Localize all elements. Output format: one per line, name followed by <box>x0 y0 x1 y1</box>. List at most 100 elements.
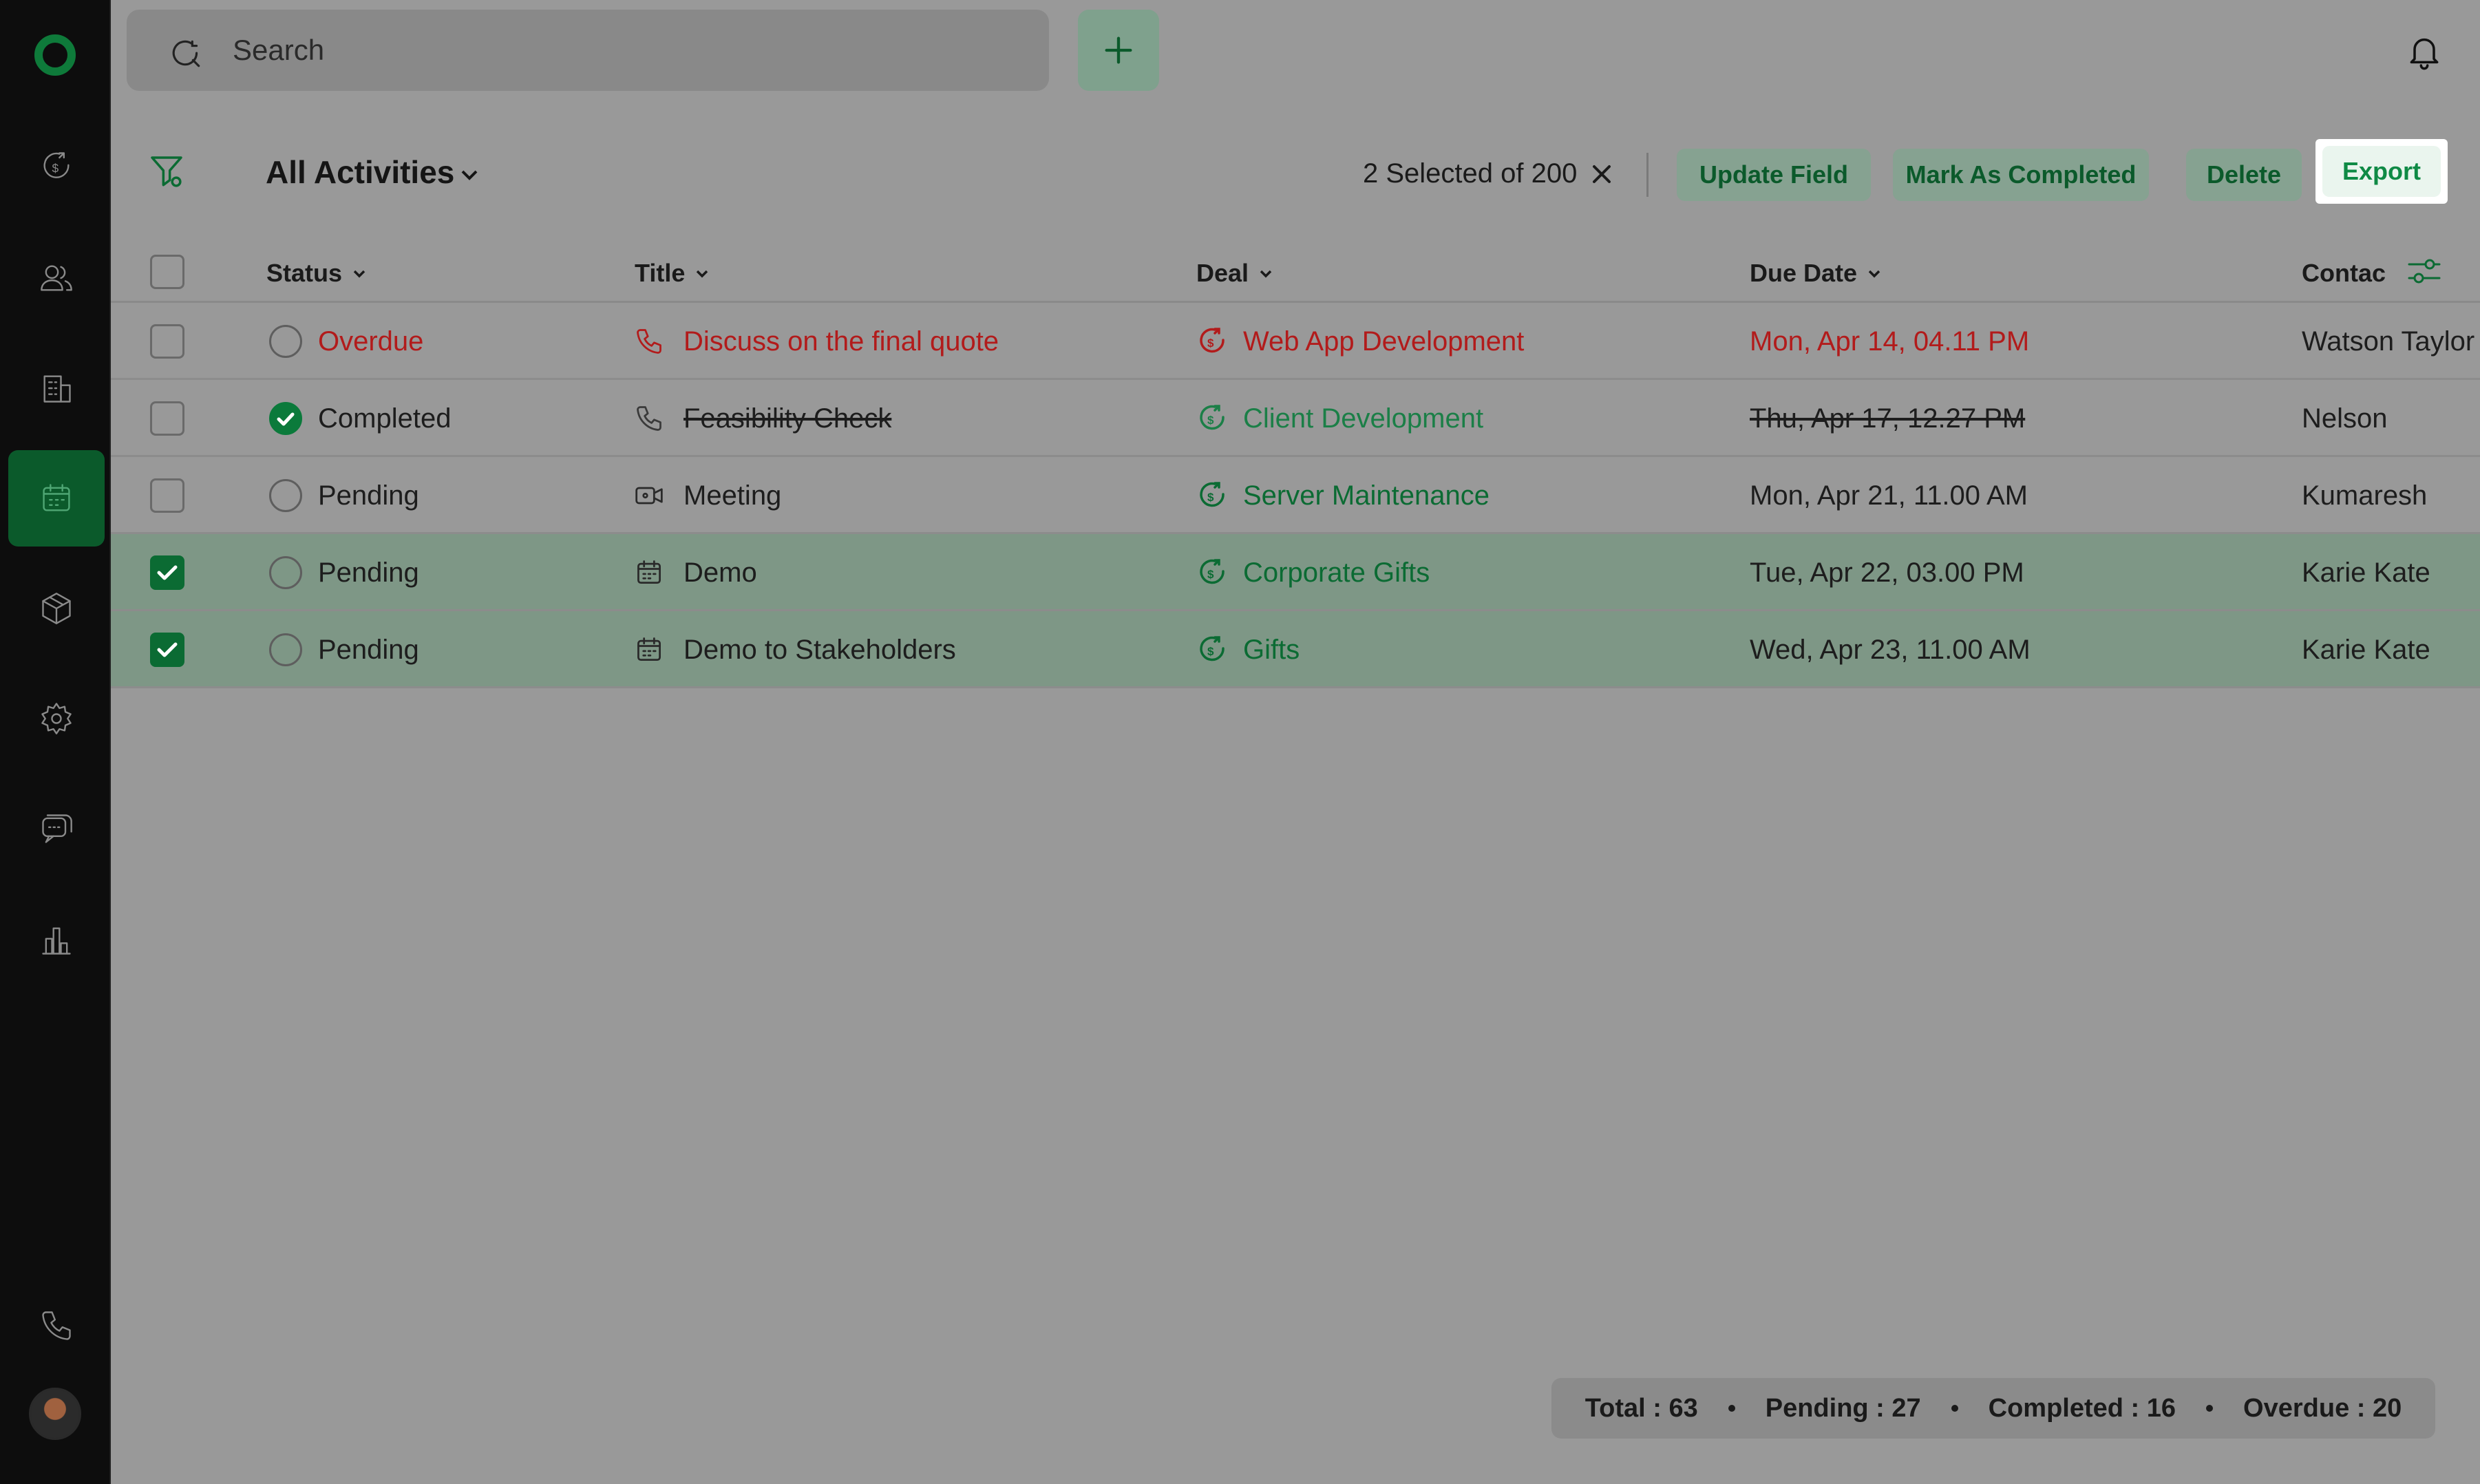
status-indicator[interactable] <box>269 633 302 666</box>
gear-icon <box>41 703 72 734</box>
search-icon <box>172 40 200 67</box>
status-indicator[interactable] <box>269 325 302 358</box>
search-input[interactable]: Search <box>233 34 325 66</box>
plus-icon <box>1105 36 1132 64</box>
due-date: Mon, Apr 14, 04.11 PM <box>1750 326 2030 357</box>
check-icon <box>277 412 295 426</box>
deals-icon: $ <box>43 152 70 178</box>
check-icon <box>157 565 178 580</box>
calendar-icon <box>43 484 70 511</box>
delete-button[interactable]: Delete <box>2186 149 2302 201</box>
mark-completed-button[interactable]: Mark As Completed <box>1893 149 2149 201</box>
sidebar-item-settings[interactable] <box>8 670 105 767</box>
chevron-down-icon[interactable] <box>457 162 482 187</box>
contact-name[interactable]: Kumaresh <box>2302 480 2428 511</box>
status-text: Completed <box>318 403 452 434</box>
sidebar-item-products[interactable] <box>8 560 105 657</box>
export-button[interactable]: Export <box>2322 146 2441 197</box>
separator-dot <box>1728 1405 1735 1412</box>
sidebar-item-deals[interactable]: $ <box>8 118 105 215</box>
bar-chart-icon <box>42 927 71 955</box>
deal-link[interactable]: Server Maintenance <box>1243 480 1490 511</box>
filter-button[interactable] <box>147 153 186 191</box>
update-field-button[interactable]: Update Field <box>1677 149 1871 201</box>
due-date: Thu, Apr 17, 12.27 PM <box>1750 403 2026 434</box>
table-row[interactable]: Pending Demo $ Corporate Gifts Tue, Apr … <box>111 534 2480 611</box>
chevron-down-icon <box>697 270 708 278</box>
check-icon <box>157 642 178 657</box>
add-button[interactable] <box>1078 10 1159 91</box>
status-text: Pending <box>318 480 419 511</box>
row-checkbox[interactable] <box>150 401 184 436</box>
deal-link[interactable]: Web App Development <box>1243 326 1525 357</box>
column-title[interactable]: Title <box>635 259 711 288</box>
users-icon <box>41 265 72 291</box>
activity-stats: Total : 63 Pending : 27 Completed : 16 O… <box>1551 1378 2435 1439</box>
deal-link[interactable]: Client Development <box>1243 403 1484 434</box>
svg-text:$: $ <box>1207 645 1214 658</box>
calendar-icon <box>634 635 664 665</box>
activity-title[interactable]: Meeting <box>683 480 782 511</box>
contact-name[interactable]: Watson Taylor <box>2302 326 2475 357</box>
status-text: Pending <box>318 635 419 665</box>
bell-icon <box>2410 38 2439 70</box>
separator-dot <box>1951 1405 1958 1412</box>
contact-name[interactable]: Nelson <box>2302 403 2388 434</box>
deal-link[interactable]: Gifts <box>1243 635 1300 665</box>
sliders-icon <box>2408 259 2441 284</box>
sidebar-item-activities[interactable] <box>8 450 105 547</box>
sidebar-item-messages[interactable] <box>8 781 105 877</box>
table-row[interactable]: Pending Demo to Stakeholders $ Gifts Wed… <box>111 611 2480 688</box>
activity-title[interactable]: Demo to Stakeholders <box>683 635 956 665</box>
search-bar[interactable]: Search <box>127 10 1049 91</box>
activity-title[interactable]: Feasibility Check <box>683 403 892 434</box>
activity-title[interactable]: Discuss on the final quote <box>683 326 999 357</box>
column-deal[interactable]: Deal <box>1196 259 1275 288</box>
sidebar-item-phone[interactable] <box>8 1278 105 1374</box>
divider <box>1646 153 1649 197</box>
app-logo[interactable] <box>34 34 76 76</box>
notifications-button[interactable] <box>2405 32 2444 70</box>
status-text: Overdue <box>318 326 424 357</box>
contact-name[interactable]: Karie Kate <box>2302 558 2430 588</box>
svg-text:$: $ <box>52 162 59 176</box>
stat-pending: Pending : 27 <box>1765 1393 1921 1423</box>
status-text: Pending <box>318 558 419 588</box>
table-row[interactable]: Completed Feasibility Check $ Client Dev… <box>111 380 2480 457</box>
stat-total: Total : 63 <box>1585 1393 1698 1423</box>
row-checkbox[interactable] <box>150 324 184 359</box>
due-date: Tue, Apr 22, 03.00 PM <box>1750 558 2024 588</box>
sidebar-item-contacts[interactable] <box>8 230 105 326</box>
user-avatar[interactable] <box>29 1388 81 1440</box>
deal-icon: $ <box>1196 402 1229 435</box>
status-indicator[interactable] <box>269 479 302 512</box>
filter-icon <box>151 156 182 187</box>
view-selector[interactable]: All Activities <box>266 154 455 190</box>
table-row[interactable]: Pending Meeting $ Server Maintenance Mon… <box>111 457 2480 534</box>
clear-selection-button[interactable] <box>1589 161 1615 187</box>
sidebar-item-companies[interactable] <box>8 340 105 436</box>
phone-icon <box>42 1311 71 1340</box>
status-indicator[interactable] <box>269 556 302 589</box>
row-checkbox[interactable] <box>150 555 184 590</box>
column-status[interactable]: Status <box>266 259 368 288</box>
row-checkbox[interactable] <box>150 633 184 667</box>
select-all-checkbox[interactable] <box>150 255 184 289</box>
due-date: Mon, Apr 21, 11.00 AM <box>1750 480 2028 511</box>
deal-icon: $ <box>1196 325 1229 358</box>
close-icon <box>1593 165 1611 183</box>
status-indicator[interactable] <box>269 402 302 435</box>
activity-title[interactable]: Demo <box>683 558 757 588</box>
table-row[interactable]: Overdue Discuss on the final quote $ Web… <box>111 303 2480 380</box>
sidebar: $ <box>0 0 111 1484</box>
deal-link[interactable]: Corporate Gifts <box>1243 558 1430 588</box>
phone-icon <box>634 326 664 357</box>
column-due-date[interactable]: Due Date <box>1750 259 1883 288</box>
export-highlight: Export <box>2315 139 2448 204</box>
sidebar-item-reports[interactable] <box>8 892 105 988</box>
column-settings-button[interactable] <box>2405 252 2444 290</box>
contact-name[interactable]: Karie Kate <box>2302 635 2430 665</box>
column-contact[interactable]: Contac <box>2302 259 2386 287</box>
chevron-down-icon <box>1260 270 1272 278</box>
row-checkbox[interactable] <box>150 478 184 513</box>
